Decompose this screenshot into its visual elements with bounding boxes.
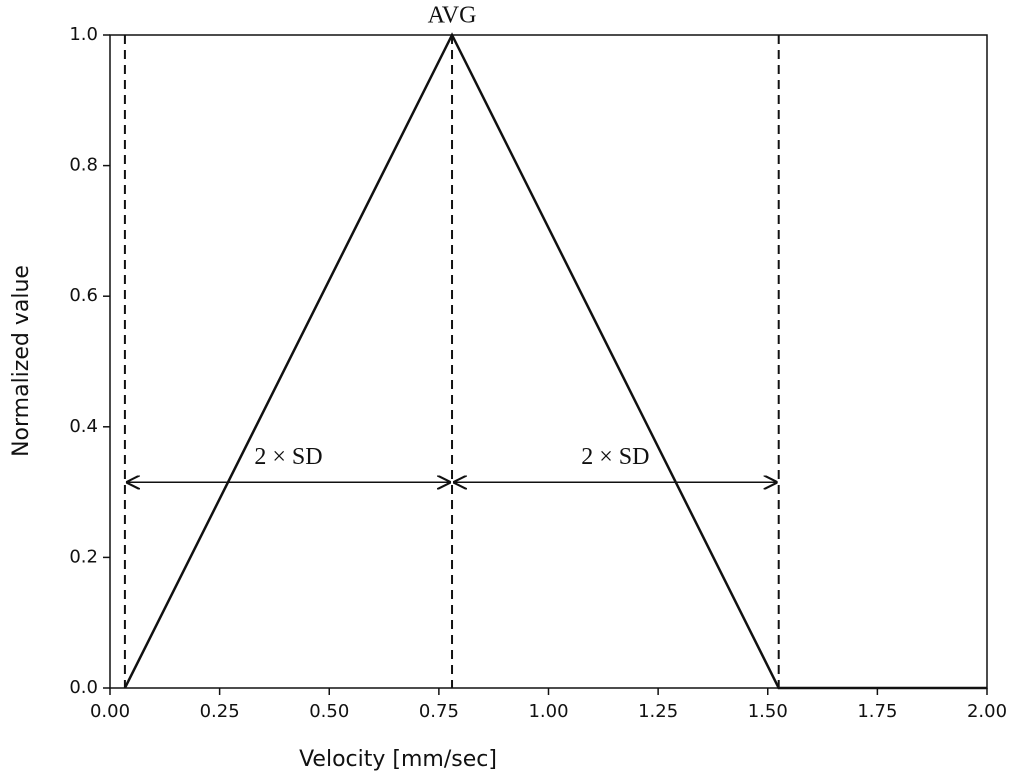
x-tick-label: 1.75 <box>857 701 897 722</box>
x-tick-label: 1.25 <box>638 701 678 722</box>
x-tick-label: 0.00 <box>90 701 130 722</box>
x-tick-label: 0.75 <box>419 701 459 722</box>
x-tick-label: 2.00 <box>967 701 1007 722</box>
y-tick-label: 0.2 <box>69 546 98 567</box>
x-tick-label: 1.00 <box>528 701 568 722</box>
y-tick-label: 0.6 <box>69 285 98 306</box>
y-tick-label: 0.8 <box>69 155 98 176</box>
x-tick-label: 0.25 <box>200 701 240 722</box>
annotation: AVG <box>428 3 477 29</box>
y-axis-label: Normalized value <box>9 265 34 457</box>
x-tick-label: 1.50 <box>748 701 788 722</box>
y-tick-label: 1.0 <box>69 24 98 45</box>
annotation: 2 × SD <box>581 444 649 470</box>
annotation: 2 × SD <box>254 444 322 470</box>
plot-frame <box>109 34 988 689</box>
y-tick-label: 0.0 <box>69 677 98 698</box>
y-tick-label: 0.4 <box>69 416 98 437</box>
x-axis-label: Velocity [mm/sec] <box>299 747 497 772</box>
x-tick-label: 0.50 <box>309 701 349 722</box>
data-line <box>123 32 987 690</box>
